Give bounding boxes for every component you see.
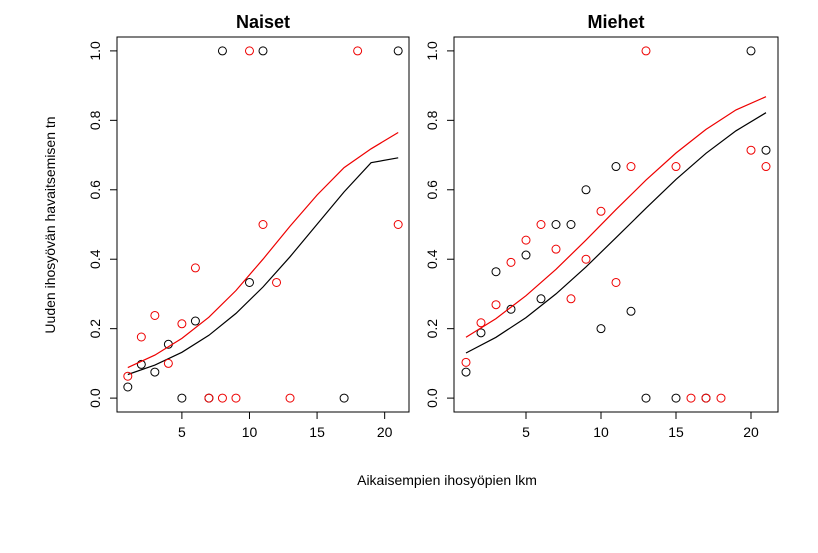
data-point [177, 319, 187, 329]
data-point [551, 220, 561, 229]
y-tick-label: 0.8 [424, 110, 440, 130]
x-axis-label: Aikaisempien ihosyöpien lkm [357, 472, 537, 488]
x-tick-label: 10 [593, 424, 609, 440]
data-point [231, 393, 241, 403]
data-point [596, 324, 606, 334]
x-tick-label: 15 [668, 424, 684, 440]
data-point [339, 393, 349, 403]
data-point [611, 162, 621, 172]
data-point [626, 306, 636, 316]
data-point [566, 220, 576, 229]
y-tick-label: 0.6 [424, 180, 440, 200]
x-tick-label: 5 [522, 424, 530, 440]
data-point [123, 382, 133, 392]
y-tick-label: 1.0 [87, 41, 103, 61]
data-point [136, 332, 146, 342]
data-point [393, 46, 403, 56]
x-tick-label: 15 [309, 424, 325, 440]
y-tick-label: 0.6 [87, 180, 103, 200]
data-point [244, 277, 254, 287]
data-point [536, 294, 546, 304]
data-point [136, 359, 146, 369]
data-point [461, 357, 471, 367]
data-point [716, 393, 726, 403]
data-point [686, 393, 696, 403]
data-point [461, 367, 471, 377]
y-tick-label: 0.4 [87, 249, 103, 269]
y-tick-label: 0.2 [424, 319, 440, 339]
data-point [393, 220, 403, 229]
data-point [123, 371, 133, 381]
data-point [506, 257, 516, 267]
data-point [476, 328, 486, 338]
y-axis-label: Uuden ihosyövän havaitsemisen tn [42, 116, 58, 333]
data-point [551, 244, 561, 254]
panel-title: Naiset [236, 12, 290, 32]
data-point [285, 393, 295, 403]
data-point [746, 46, 756, 56]
data-point [217, 46, 227, 56]
data-point [521, 235, 531, 245]
data-point [150, 310, 160, 320]
data-point [671, 162, 681, 172]
data-point [272, 277, 282, 287]
data-point [746, 145, 756, 155]
data-point [506, 304, 516, 314]
data-point [581, 185, 591, 195]
fitted-curve [465, 96, 767, 338]
x-tick-label: 20 [377, 424, 393, 440]
plot-frame [453, 36, 779, 413]
panel-title: Miehet [587, 12, 644, 32]
x-tick-label: 5 [178, 424, 186, 440]
data-point [761, 162, 771, 172]
data-point [177, 393, 187, 403]
data-point [204, 393, 214, 403]
data-point [150, 367, 160, 377]
y-tick-label: 0.0 [87, 388, 103, 408]
data-point [190, 263, 200, 273]
data-point [641, 46, 651, 56]
data-point [641, 393, 651, 403]
data-point [163, 358, 173, 368]
data-point [581, 254, 591, 264]
data-point [596, 206, 606, 216]
data-point [491, 300, 501, 310]
data-point [536, 220, 546, 229]
fitted-curve [127, 131, 399, 369]
plot-frame [116, 36, 410, 413]
data-point [190, 316, 200, 326]
y-tick-label: 0.2 [87, 319, 103, 339]
data-point [701, 393, 711, 403]
x-tick-label: 10 [242, 424, 258, 440]
data-point [611, 277, 621, 287]
data-point [353, 46, 363, 56]
y-tick-label: 0.0 [424, 388, 440, 408]
fitted-curve [465, 112, 767, 354]
x-tick-label: 20 [743, 424, 759, 440]
y-tick-label: 0.8 [87, 110, 103, 130]
data-point [521, 250, 531, 260]
data-point [671, 393, 681, 403]
y-tick-label: 0.4 [424, 249, 440, 269]
data-point [761, 145, 771, 155]
data-point [566, 294, 576, 304]
data-point [258, 46, 268, 56]
fitted-curve [127, 157, 399, 376]
data-point [244, 46, 254, 56]
y-tick-label: 1.0 [424, 41, 440, 61]
data-point [258, 220, 268, 229]
data-point [217, 393, 227, 403]
data-point [626, 162, 636, 172]
data-point [491, 267, 501, 277]
data-point [476, 318, 486, 328]
